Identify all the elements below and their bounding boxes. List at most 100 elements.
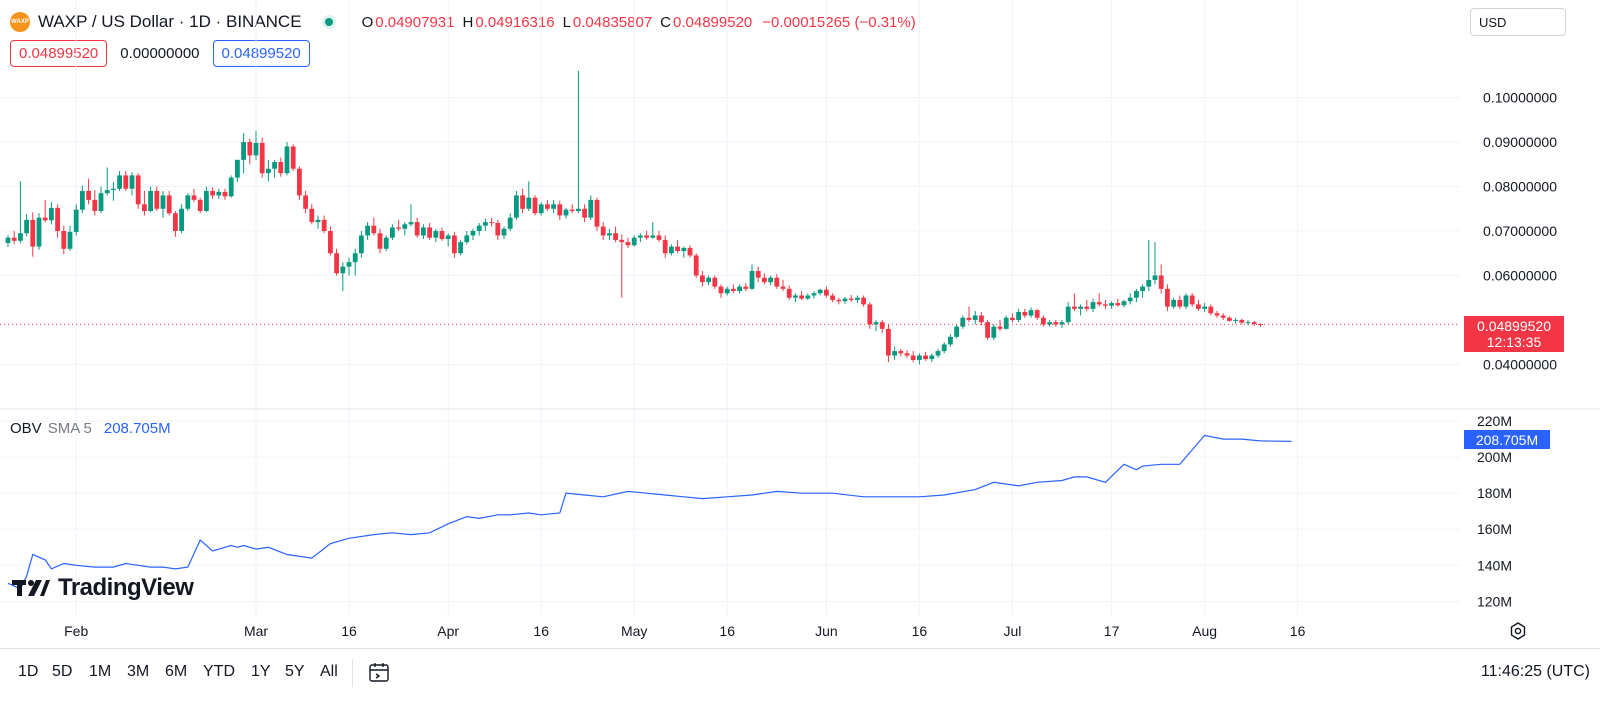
spread-value: 0.00000000 [120,45,200,62]
candle-body [706,277,711,283]
candle-body [5,237,11,244]
candle-body [179,208,184,231]
candle-body [197,199,203,211]
candle-body [551,204,556,209]
range-6m-button[interactable]: 6M [165,663,188,680]
tradingview-logo[interactable]: TradingView [12,574,194,602]
candle-body [303,195,308,209]
candle-body [755,271,761,278]
high-value: 0.04916316 [475,13,555,31]
utc-clock[interactable]: 11:46:25 (UTC) [1480,663,1590,680]
price-axis[interactable]: 0.04000000 0.06000000 0.07000000 0.08000000… [1483,90,1557,373]
candle-body [669,246,674,254]
obv-line [7,434,1292,590]
symbol-title[interactable]: WAXP / US Dollar · 1D · BINANCE [38,12,302,31]
candle-body [1078,306,1083,309]
open-label: O [361,13,374,31]
price-tick-label: 0.10000000 [1483,90,1557,106]
candle-body [154,190,160,209]
range-1y-button[interactable]: 1Y [251,663,271,680]
candle-body [762,277,767,283]
candle-body [439,231,445,240]
candle-body [259,142,265,174]
range-1d-button[interactable]: 1D [18,663,39,680]
trade-price-boxes: 0.04899520 0.00000000 0.04899520 [10,40,310,67]
candle-body [929,355,935,360]
buy-price-button[interactable]: 0.04899520 [212,40,310,67]
candle-body [86,190,91,200]
sell-price-button[interactable]: 0.04899520 [10,40,108,67]
candle-body [61,231,67,249]
obv-tick-label: 180M [1477,485,1512,501]
candle-body [495,222,501,236]
candle-body [1177,299,1183,307]
go-to-date-icon[interactable] [368,661,390,683]
ohlc-values: O 0.04907931 H 0.04916316 L 0.04835807 C 0.0… [356,14,916,31]
candle-body [644,235,649,238]
candle-body [1034,310,1040,318]
candle-body [1047,322,1052,325]
candle-body [452,235,457,254]
candle-body [377,233,383,249]
candle-body [991,326,997,338]
candle-body [129,175,135,189]
candle-body [173,213,178,231]
time-tick-label: 16 [341,623,357,639]
obv-sma-label: SMA 5 [47,420,92,437]
candle-body [371,225,377,234]
candle-body [972,315,978,320]
candle-body [92,199,98,211]
candle-body [309,208,315,223]
candle-body [985,322,990,338]
time-tick-label: Mar [244,623,268,639]
candle-body [607,233,612,236]
candle-body [1053,322,1059,325]
candle-body [98,193,104,211]
candle-body [904,353,910,356]
tradingview-wordmark: TradingView [58,574,194,601]
candle-body [458,242,463,254]
candle-body [483,222,488,226]
candle-body [80,190,85,210]
candle-body [1146,279,1152,287]
candle-body [501,228,507,236]
candle-body [247,142,253,156]
obv-axis[interactable]: 120M 140M 160M 180M 200M 220M [1477,413,1512,609]
obv-tick-label: 220M [1477,413,1512,429]
range-ytd-button[interactable]: YTD [203,663,235,680]
range-5y-button[interactable]: 5Y [285,663,305,680]
currency-selector[interactable]: USD [1470,8,1566,36]
candle-body [538,204,544,214]
candle-body [910,355,916,360]
candle-body [359,235,364,254]
obv-legend[interactable]: OBV SMA 5 208.705M [10,420,171,437]
candle-body [266,168,271,174]
range-3m-button[interactable]: 3M [127,663,150,680]
candle-body [613,233,618,240]
candle-body [793,295,798,298]
price-tick-label: 0.06000000 [1483,267,1557,283]
candle-body [1134,291,1139,298]
time-axis[interactable]: Feb Mar 16 Apr 16 May 16 Jun 16 Jul 17 Aug 16 [64,623,1305,639]
candle-body [526,197,532,209]
grid-lines [0,0,1460,616]
candle-body [842,298,848,302]
candle-body [210,190,215,196]
candle-body [1065,306,1071,323]
candle-body [11,237,17,241]
price-tick-label: 0.04000000 [1483,356,1557,372]
range-all-button[interactable]: All [320,663,338,680]
candle-body [216,191,222,196]
candle-body [1028,310,1034,316]
candle-body [73,209,79,232]
range-1m-button[interactable]: 1M [89,663,112,680]
range-5d-button[interactable]: 5D [52,663,73,680]
candle-body [743,286,749,289]
chart-header: WAXP WAXP / US Dollar · 1D · BINANCE O 0.… [10,10,916,34]
candle-body [470,231,476,236]
open-value: 0.04907931 [375,13,455,31]
candle-body [1109,303,1114,306]
candle-body [662,239,668,254]
settings-gear-icon[interactable] [1509,622,1527,640]
